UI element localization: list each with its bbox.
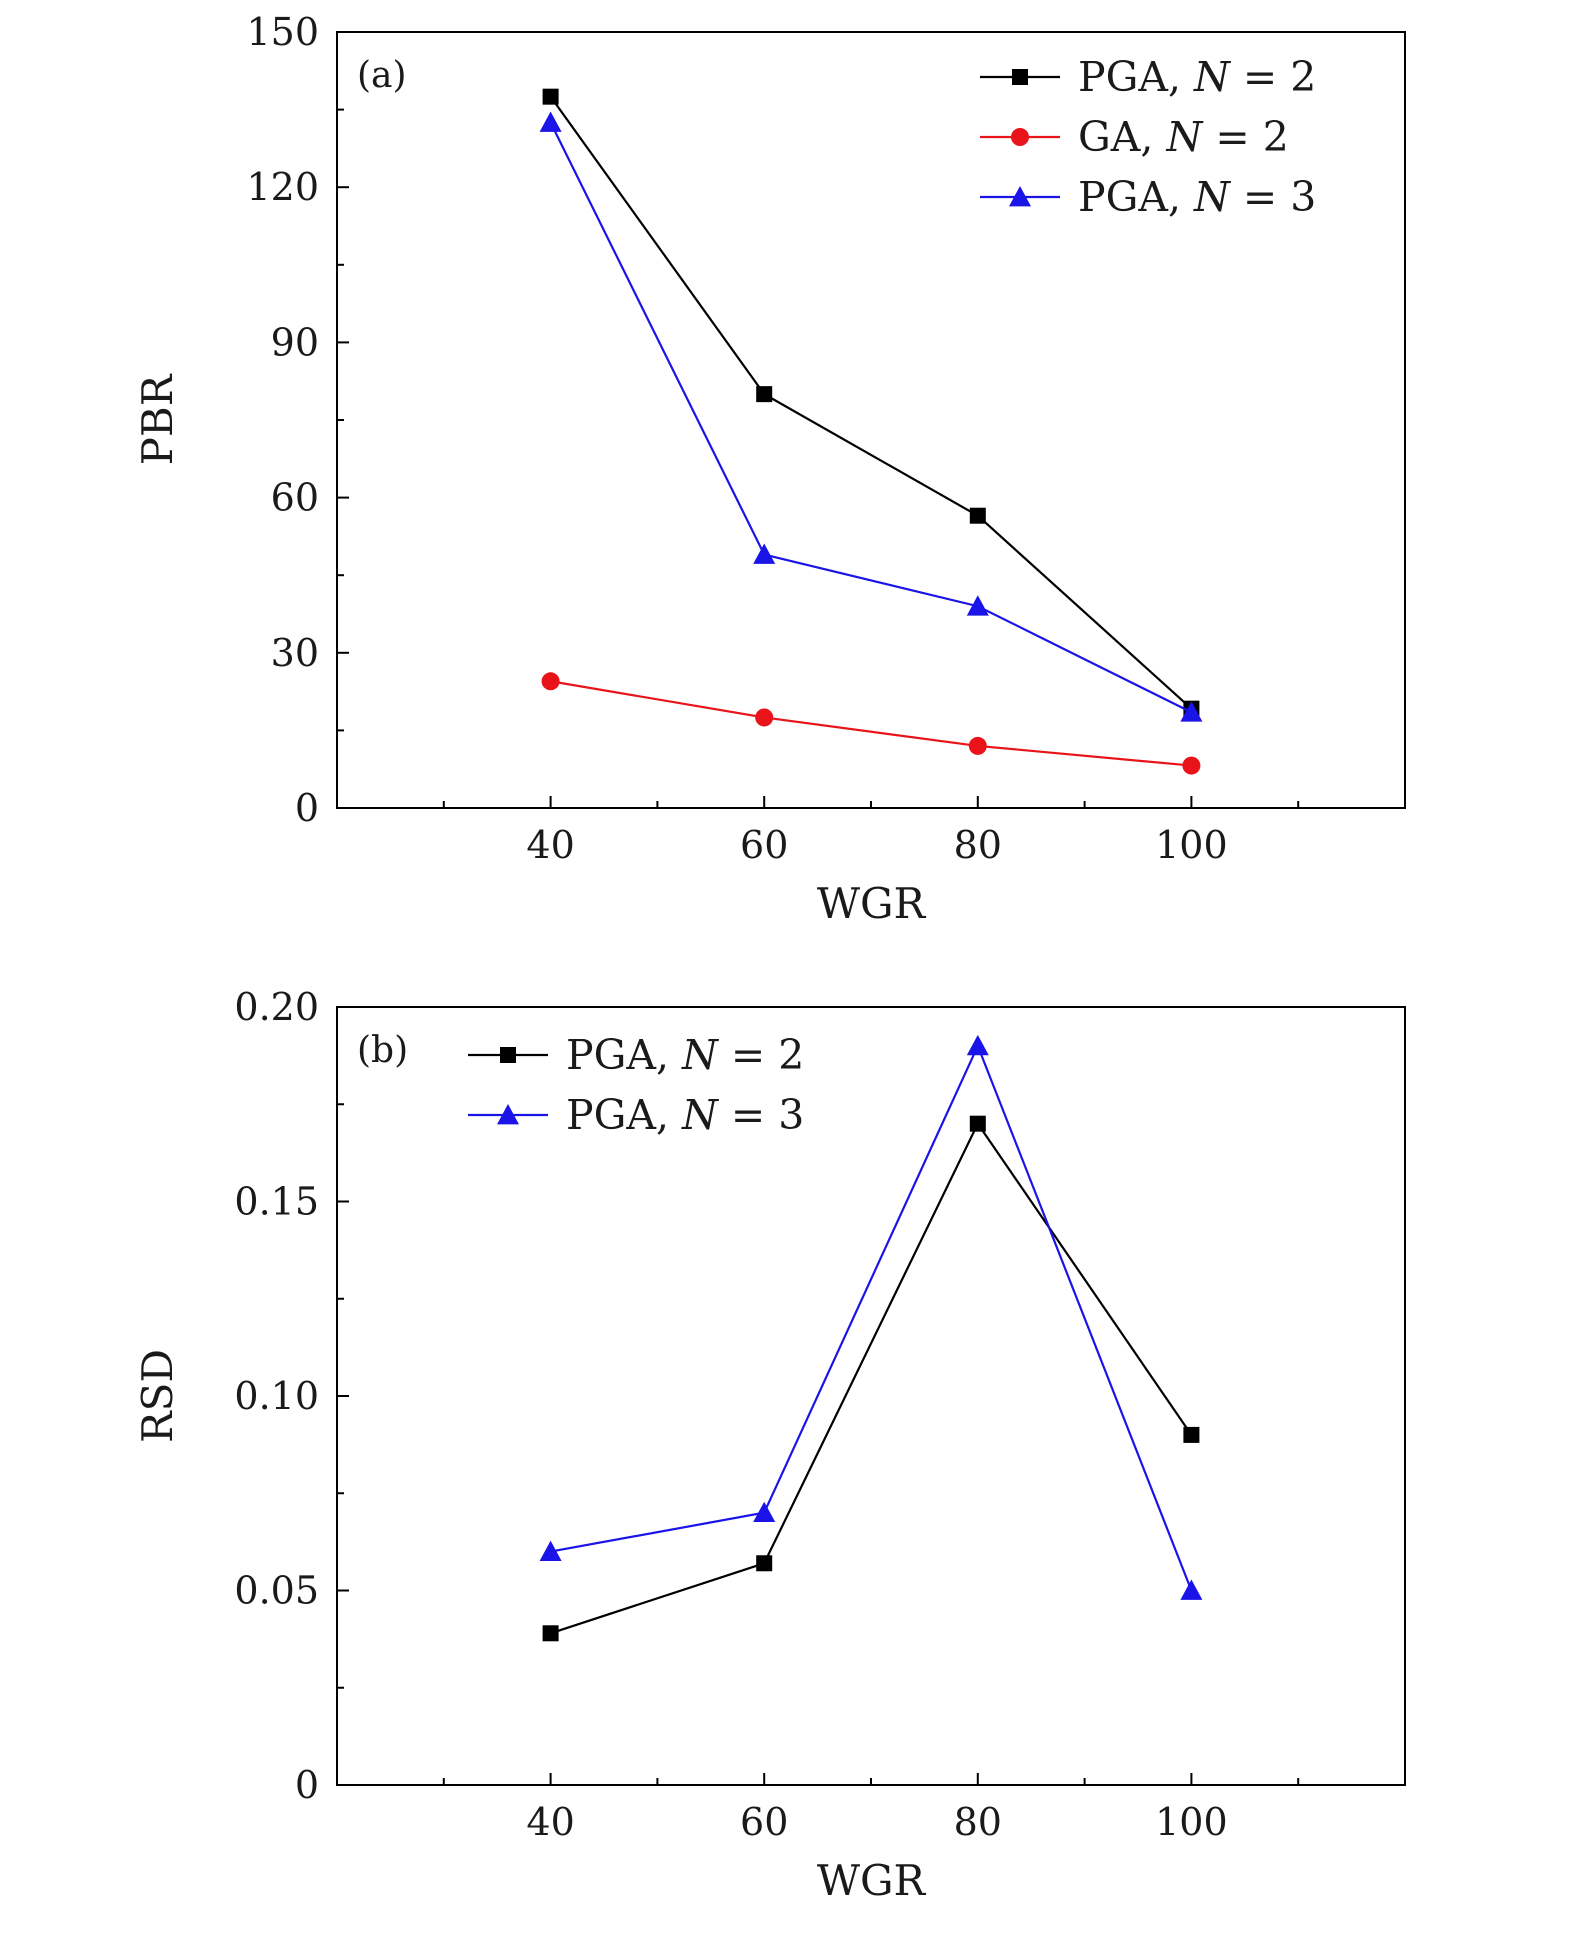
data-point bbox=[753, 1501, 776, 1523]
legend-label-variable: N bbox=[681, 1091, 720, 1139]
legend-label: GA, N = 2 bbox=[1078, 113, 1289, 161]
x-tick-label: 100 bbox=[1155, 823, 1228, 867]
legend-label: PGA, N = 3 bbox=[1078, 173, 1316, 221]
legend-label-suffix: = 2 bbox=[1202, 113, 1289, 161]
legend-label-prefix: PGA, bbox=[566, 1031, 682, 1079]
data-point bbox=[1183, 1426, 1200, 1443]
data-point bbox=[966, 1034, 989, 1056]
legend-label-prefix: GA, bbox=[1078, 113, 1166, 161]
y-tick-label: 120 bbox=[246, 165, 319, 209]
legend-label-suffix: = 3 bbox=[718, 1091, 805, 1139]
legend-label-suffix: = 2 bbox=[1230, 53, 1317, 101]
chart-panel-a: 40 60 80 100 0 30 60 90 120 150 WGR PBR (a) PGA, N = … bbox=[133, 10, 1406, 928]
y-axis-title: RSD bbox=[133, 1349, 182, 1443]
y-tick-label: 0 bbox=[295, 1763, 319, 1807]
series-line bbox=[550, 1121, 1193, 1635]
legend-marker bbox=[497, 1104, 519, 1125]
y-tick-label: 0.15 bbox=[234, 1180, 319, 1224]
legend-label-variable: N bbox=[681, 1031, 720, 1079]
series-line bbox=[549, 122, 1192, 714]
y-tick-label: 150 bbox=[246, 10, 319, 54]
y-tick-label: 0.10 bbox=[234, 1374, 319, 1418]
legend-label-prefix: PGA, bbox=[1078, 173, 1194, 221]
data-point bbox=[1180, 701, 1203, 722]
legend-marker bbox=[1009, 186, 1031, 207]
series-line bbox=[550, 1043, 1193, 1591]
data-point bbox=[756, 386, 773, 403]
data-point bbox=[966, 595, 989, 616]
legend-label-prefix: PGA, bbox=[1078, 53, 1194, 101]
data-point bbox=[755, 708, 774, 727]
data-point bbox=[542, 88, 559, 105]
x-tick-label: 80 bbox=[954, 823, 1002, 867]
x-tick-label: 40 bbox=[526, 823, 574, 867]
data-point bbox=[969, 1115, 986, 1132]
legend-marker bbox=[1012, 69, 1028, 85]
data-point bbox=[968, 736, 987, 755]
chart-panel-b: 40 60 80 100 0 0.05 0.10 0.15 0.20 WGR RSD (b) PGA, … bbox=[133, 985, 1406, 1905]
legend-label: PGA, N = 3 bbox=[566, 1091, 804, 1139]
legend-label-variable: N bbox=[1193, 53, 1232, 101]
x-tick-label: 100 bbox=[1155, 1800, 1228, 1844]
data-point bbox=[539, 1540, 562, 1561]
x-tick-label: 60 bbox=[740, 1800, 788, 1844]
panel-label: (a) bbox=[357, 55, 407, 96]
y-tick-label: 30 bbox=[271, 631, 319, 675]
x-tick-label: 60 bbox=[740, 823, 788, 867]
legend-label-suffix: = 2 bbox=[718, 1031, 805, 1079]
y-axis-title: PBR bbox=[133, 373, 182, 465]
x-tick-label: 80 bbox=[954, 1800, 1002, 1844]
y-tick-label: 60 bbox=[271, 476, 319, 520]
data-point bbox=[969, 507, 986, 524]
data-point bbox=[541, 672, 560, 691]
plot-frame bbox=[336, 1006, 1406, 1786]
panel-label: (b) bbox=[357, 1030, 408, 1071]
x-axis-title: WGR bbox=[817, 1856, 927, 1905]
data-point bbox=[756, 1555, 773, 1572]
data-point bbox=[753, 543, 776, 564]
legend-label-variable: N bbox=[1193, 173, 1232, 221]
data-point bbox=[1180, 1579, 1203, 1600]
y-tick-label: 0 bbox=[295, 786, 319, 830]
y-tick-label: 90 bbox=[271, 320, 319, 364]
y-tick-label: 0.05 bbox=[234, 1569, 319, 1613]
legend-label-prefix: PGA, bbox=[566, 1091, 682, 1139]
x-axis-title: WGR bbox=[817, 879, 927, 928]
legend-marker bbox=[1011, 128, 1029, 146]
series-line bbox=[550, 680, 1192, 767]
legend-marker bbox=[500, 1047, 516, 1063]
legend-label: PGA, N = 2 bbox=[1078, 53, 1316, 101]
legend-label: PGA, N = 2 bbox=[566, 1031, 804, 1079]
data-point bbox=[1182, 756, 1201, 775]
legend-label-variable: N bbox=[1165, 113, 1204, 161]
data-point bbox=[542, 1625, 559, 1642]
x-tick-label: 40 bbox=[526, 1800, 574, 1844]
data-point bbox=[539, 111, 562, 132]
legend-label-suffix: = 3 bbox=[1230, 173, 1317, 221]
series-line bbox=[549, 96, 1193, 710]
y-tick-label: 0.20 bbox=[234, 985, 319, 1029]
